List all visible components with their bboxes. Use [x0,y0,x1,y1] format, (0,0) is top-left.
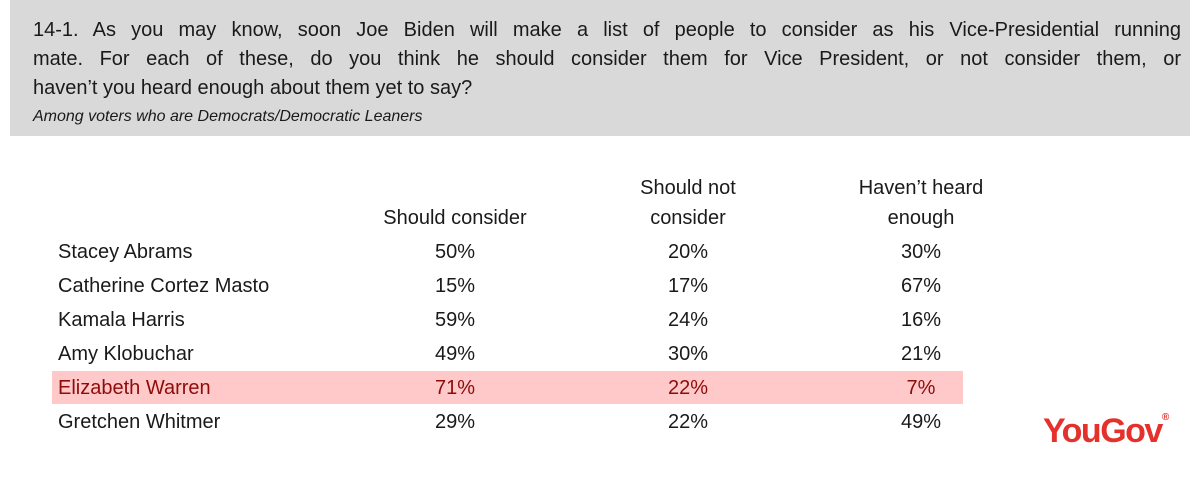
logo-mark: ® [1161,412,1170,423]
cell-value: 49% [900,411,942,433]
cell-value: 30% [900,241,942,263]
row-label: Amy Klobuchar [58,343,194,365]
column-header: Haven’t heard [858,177,984,199]
row-label: Catherine Cortez Masto [58,275,270,297]
question-line: mate. For each of these, do you think he… [33,48,1181,70]
cell-value: 17% [667,275,709,297]
logo: YouGov® [1043,412,1169,451]
cell-value: 22% [667,377,709,399]
cell-value: 20% [667,241,709,263]
question-line: haven’t you heard enough about them yet … [33,77,473,99]
column-header: Should not [640,177,736,199]
cell-value: 29% [434,411,476,433]
question-box: Among voters who are Democrats/Democrati… [10,0,1190,136]
cell-value: 49% [434,343,476,365]
cell-value: 30% [667,343,709,365]
cell-value: 67% [900,275,942,297]
cell-value: 22% [667,411,709,433]
row-label: Kamala Harris [58,309,185,331]
row-label: Gretchen Whitmer [58,411,221,433]
question-line: 14-1. As you may know, soon Joe Biden wi… [33,19,1181,41]
column-header: Should consider [383,207,527,229]
cell-value: 50% [434,241,476,263]
cell-value: 21% [900,343,942,365]
cell-value: 24% [667,309,709,331]
column-header: consider [650,207,726,229]
cell-value: 7% [906,377,936,399]
cell-value: 71% [434,377,476,399]
cell-value: 59% [434,309,476,331]
row-highlight [52,371,963,404]
subtitle: Among voters who are Democrats/Democrati… [33,108,423,125]
column-header: enough [887,207,955,229]
logo-name: YouGov [1043,412,1163,450]
cell-value: 15% [434,275,476,297]
row-label: Elizabeth Warren [58,377,211,399]
row-label: Stacey Abrams [58,241,193,263]
cell-value: 16% [900,309,942,331]
